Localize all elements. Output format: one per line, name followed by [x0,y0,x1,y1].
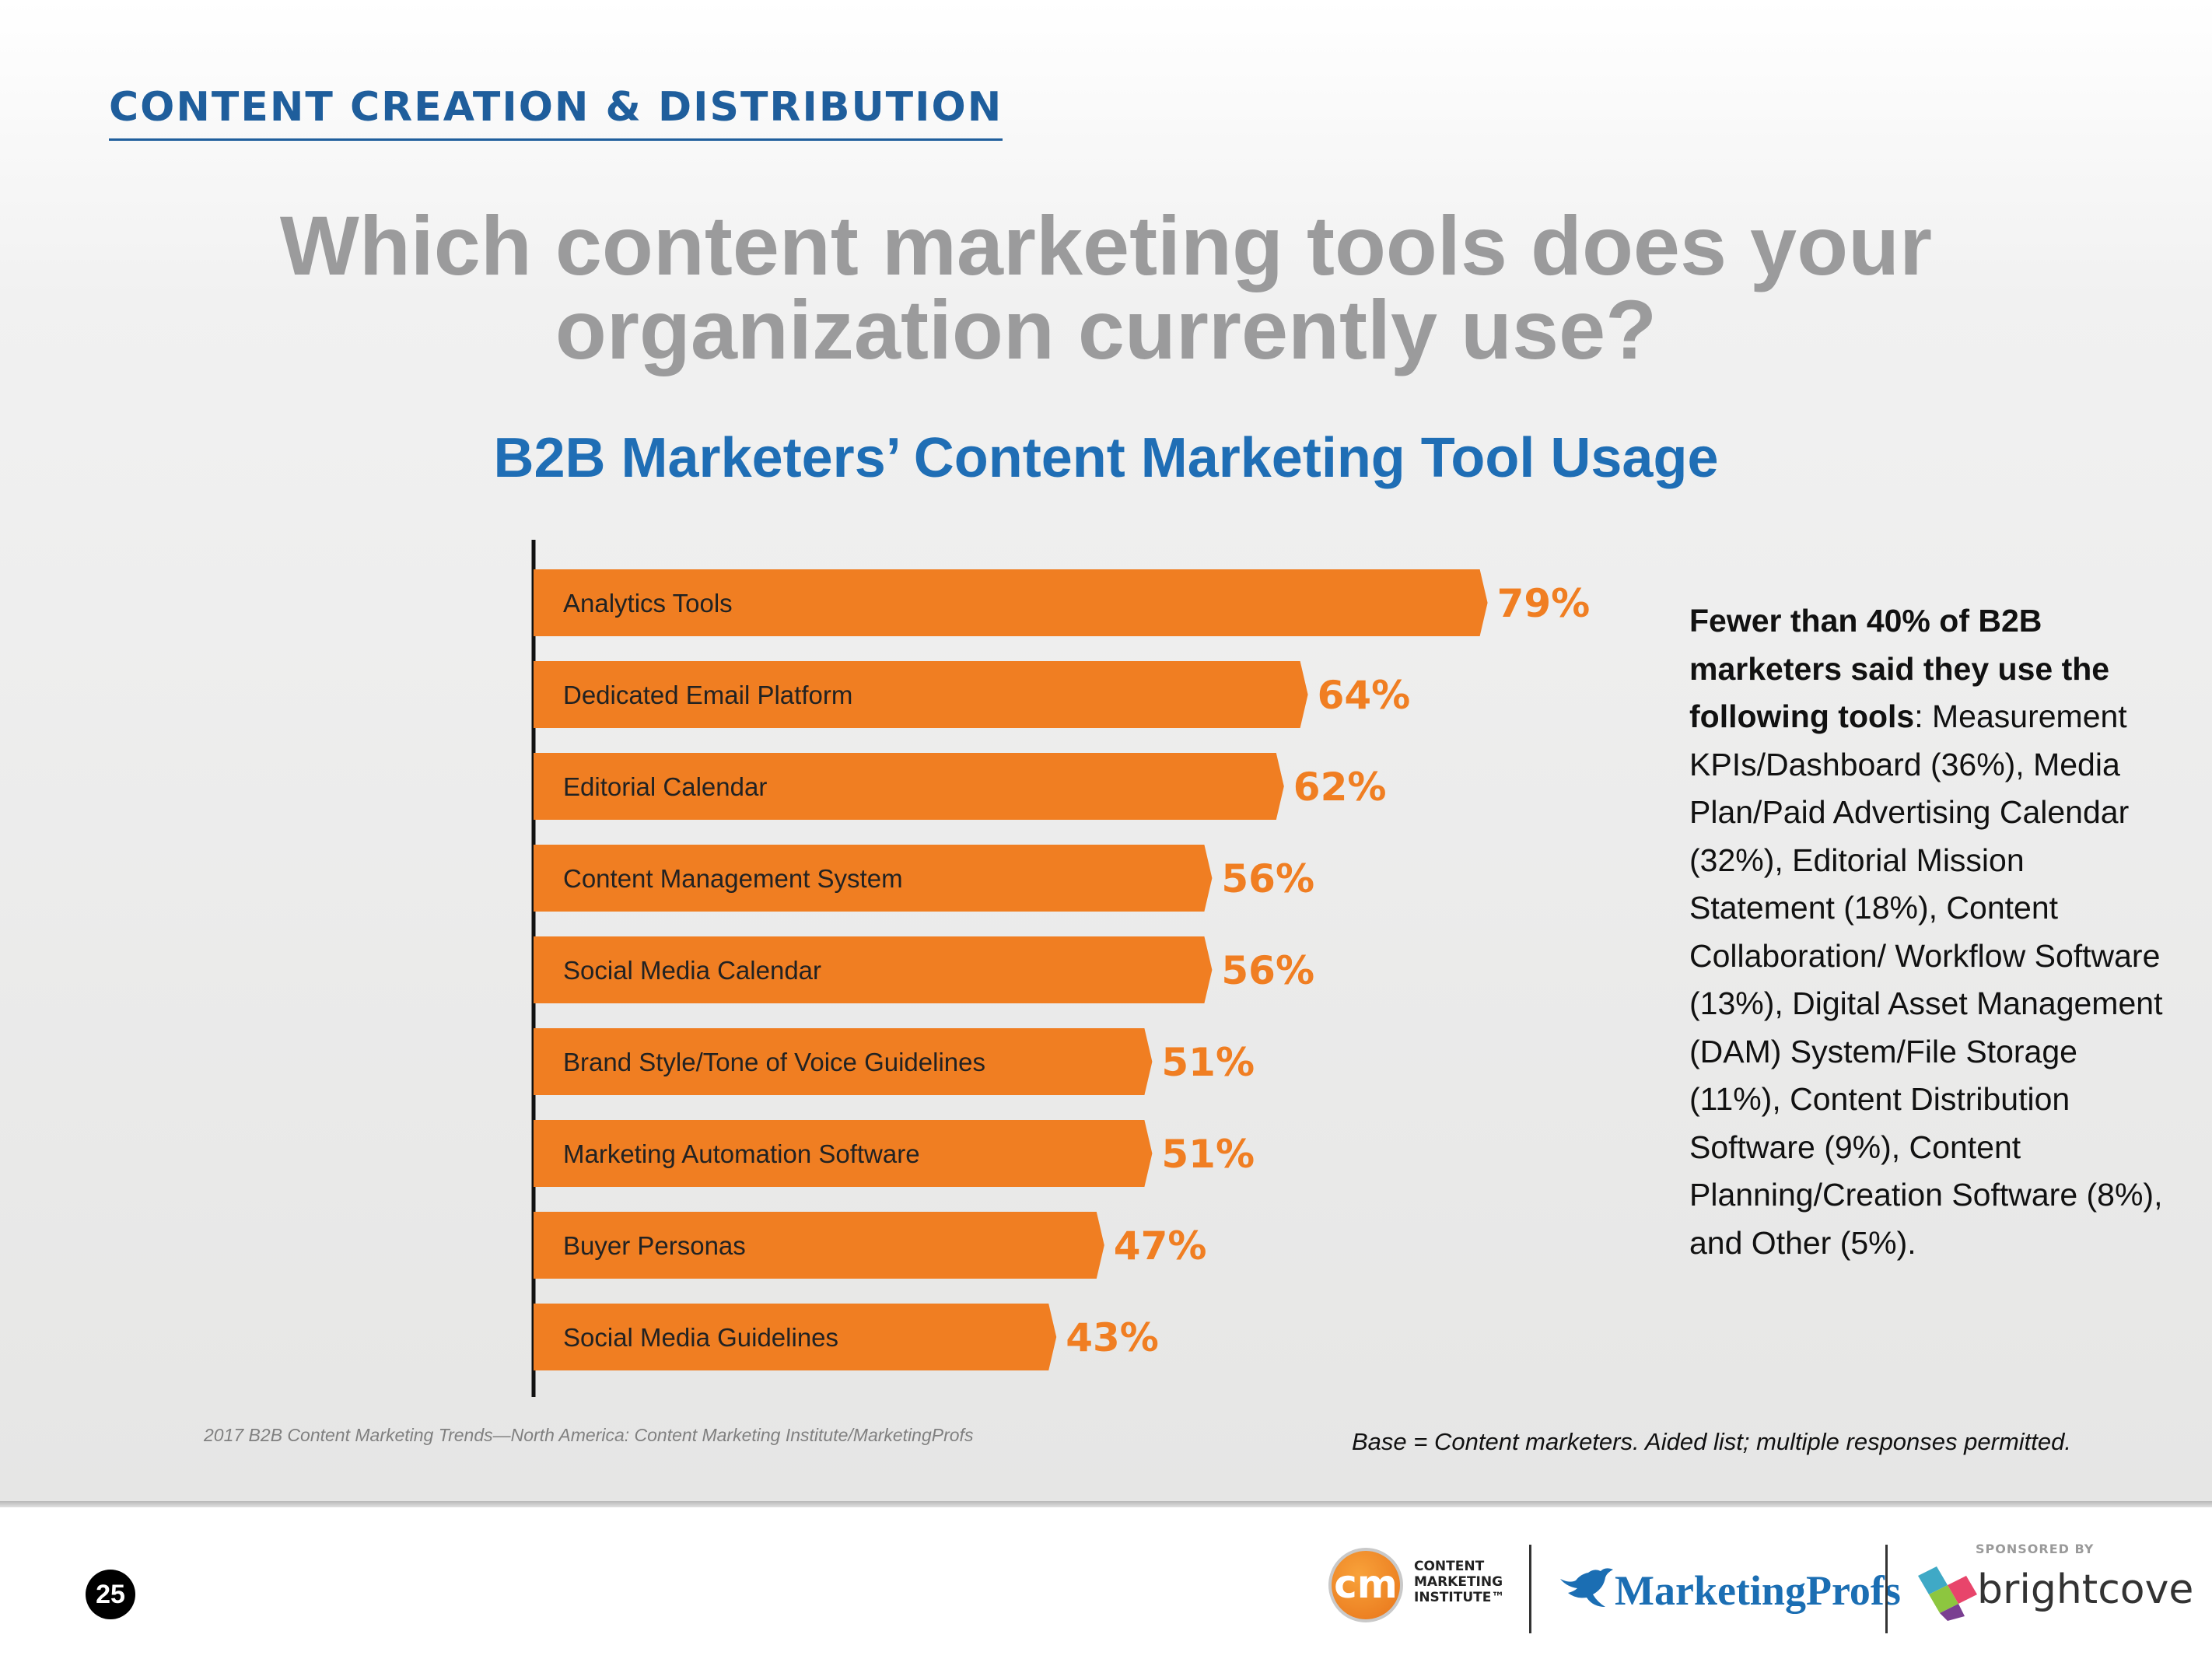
marketingprofs-logo-text: MarketingProfs [1615,1567,1901,1614]
brightcove-mark-icon[interactable] [1916,1560,1979,1622]
bar-value-label: 43% [1066,1315,1159,1360]
bar-brand-style-tone-of-voice-guidelines [534,1028,1153,1095]
base-note: Base = Content marketers. Aided list; mu… [1352,1428,2071,1455]
bar-social-media-guidelines [534,1304,1057,1370]
bar-editorial-calendar [534,753,1284,820]
footer-separator [1529,1545,1531,1633]
bar-dedicated-email-platform [534,661,1308,728]
bar-value-label: 64% [1318,673,1411,718]
question-line-2: organization currently use? [555,282,1657,376]
bar-chart: Analytics Tools 79% Dedicated Email Platfo… [531,540,1591,1397]
section-header: CONTENT CREATION & DISTRIBUTION [109,84,1003,141]
cmi-logo-text: CONTENT MARKETING INSTITUTE™ [1414,1559,1504,1605]
sponsored-by-label: SPONSORED BY [1976,1542,2095,1556]
bar-analytics-tools [534,569,1488,636]
cmi-text-line-3: INSTITUTE™ [1414,1590,1505,1605]
bar-category-label: Dedicated Email Platform [563,681,852,709]
bar-category-label: Social Media Guidelines [563,1323,838,1352]
bar-value-label: 56% [1221,948,1314,993]
bar-social-media-calendar [534,936,1213,1003]
footer-separator [1885,1545,1888,1633]
sidebar-note-body: Measurement KPIs/Dashboard (36%), Media … [1689,698,2163,1261]
question-line-1: Which content marketing tools does your [279,198,1933,292]
brightcove-logo-text: brightcove [1977,1566,2194,1613]
cmi-text-line-1: CONTENT [1414,1559,1485,1574]
slide-background [0,0,2212,1501]
bar-value-label: 79% [1497,581,1591,626]
bar-category-label: Brand Style/Tone of Voice Guidelines [563,1048,985,1076]
bar-value-label: 51% [1161,1132,1255,1177]
sidebar-note-punct: : [1914,698,1923,734]
bar-marketing-automation-software [534,1120,1153,1187]
sidebar-note-lead: Fewer than 40% of B2B marketers said the… [1689,603,2110,734]
bar-value-label: 47% [1114,1223,1207,1269]
cmi-logo[interactable]: cm CONTENT MARKETING INSTITUTE™ [1328,1543,1515,1629]
bar-content-management-system [534,845,1213,912]
bar-buyer-personas [534,1212,1104,1279]
bar-category-label: Content Management System [563,864,903,893]
source-note: 2017 B2B Content Marketing Trends—North … [204,1425,974,1445]
bar-value-label: 62% [1293,765,1387,810]
question-title: Which content marketing tools does your … [0,204,2212,372]
bar-value-label: 51% [1161,1040,1255,1085]
bar-category-label: Marketing Automation Software [563,1139,920,1168]
cmi-text-line-2: MARKETING [1414,1574,1503,1590]
page-number: 25 [86,1570,135,1619]
bar-category-label: Social Media Calendar [563,956,821,985]
footer-divider [0,1501,2212,1507]
marketingprofs-bird-icon [1560,1568,1613,1607]
bar-category-label: Analytics Tools [563,589,733,618]
sidebar-note: Fewer than 40% of B2B marketers said the… [1689,597,2172,1267]
chart-title: B2B Marketers’ Content Marketing Tool Us… [493,427,1719,489]
bar-value-label: 56% [1221,856,1314,901]
bar-category-label: Editorial Calendar [563,772,767,801]
bar-category-label: Buyer Personas [563,1231,746,1260]
cmi-logo-icon: cm [1328,1548,1403,1622]
